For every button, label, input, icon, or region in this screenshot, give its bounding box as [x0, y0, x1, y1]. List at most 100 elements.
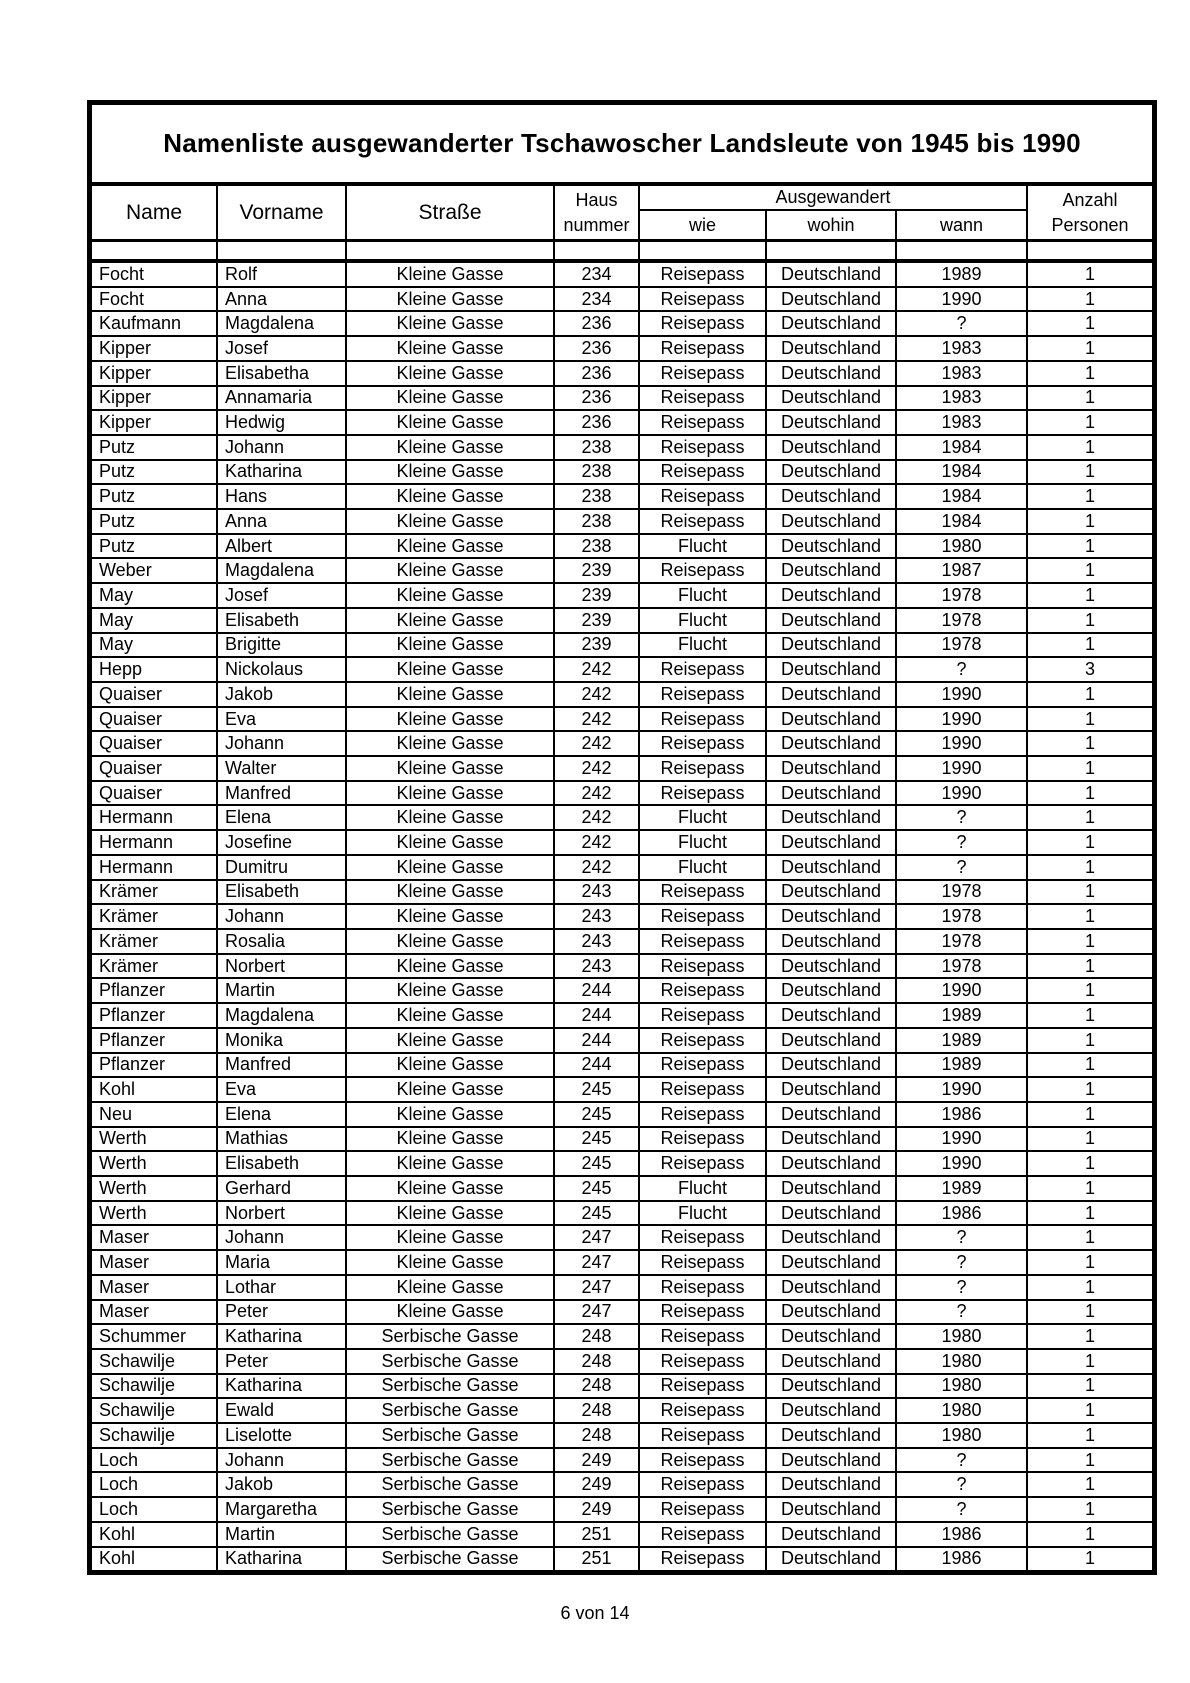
cell-anzahl_personen: 1 [1084, 1474, 1095, 1495]
cell-anzahl_personen: 1 [1084, 1251, 1095, 1272]
cell-wann: 1983 [897, 411, 1028, 434]
cell-wie: Reisepass [640, 905, 767, 928]
cell-strasse: Serbische Gasse [347, 1424, 555, 1447]
table-row: Focht Anna Kleine Gasse 234 Reisepass Deutsch… [92, 287, 1152, 313]
cell-wann: 1978 [897, 633, 1028, 657]
cell-wann: 1978 [897, 905, 1028, 928]
cell-vorname: Magdalena [218, 312, 347, 336]
cell-anzahl_personen: 1 [1084, 1029, 1095, 1050]
cell-wohin: Deutschland [767, 781, 897, 805]
table-row: Kohl Martin Serbische Gasse 251 Reisepass Deu… [92, 1522, 1152, 1548]
cell-hausnummer: 249 [555, 1448, 640, 1472]
name-list-table: Namenliste ausgewanderter Tschawoscher L… [87, 100, 1157, 1575]
cell-strasse: Kleine Gasse [347, 658, 555, 681]
spacer-cell [1028, 242, 1152, 259]
cell-strasse: Kleine Gasse [347, 1152, 555, 1176]
cell-wann: 1989 [897, 1028, 1028, 1052]
cell-name: May [92, 633, 218, 657]
cell-wohin: Deutschland [767, 954, 897, 978]
cell-wohin: Deutschland [767, 411, 897, 434]
cell-wie: Reisepass [640, 1053, 767, 1077]
cell-wohin: Deutschland [767, 1004, 897, 1027]
cell-anzahl_personen: 1 [1084, 856, 1095, 877]
cell-strasse: Kleine Gasse [347, 979, 555, 1003]
cell-name: Pflanzer [92, 1028, 218, 1052]
table-row: Kaufmann Magdalena Kleine Gasse 236 Reisepas… [92, 312, 1152, 338]
cell-vorname: Katharina [218, 460, 347, 484]
cell-wie: Reisepass [640, 1325, 767, 1348]
cell-hausnummer: 234 [555, 287, 640, 311]
cell-name: Werth [92, 1177, 218, 1200]
cell-hausnummer: 238 [555, 534, 640, 558]
table-row: Kipper Annamaria Kleine Gasse 236 Reisepass D… [92, 386, 1152, 412]
cell-strasse: Kleine Gasse [347, 757, 555, 780]
cell-strasse: Kleine Gasse [347, 1004, 555, 1027]
cell-wie: Reisepass [640, 411, 767, 434]
cell-vorname: Johann [218, 732, 347, 756]
cell-hausnummer: 242 [555, 855, 640, 879]
cell-anzahl_personen: 1 [1084, 1548, 1095, 1569]
cell-name: Loch [92, 1498, 218, 1521]
cell-wann: 1990 [897, 732, 1028, 756]
cell-hausnummer: 251 [555, 1522, 640, 1546]
cell-vorname: Nickolaus [218, 658, 347, 681]
cell-wann: 1980 [897, 1374, 1028, 1398]
cell-hausnummer: 248 [555, 1424, 640, 1447]
cell-anzahl_personen: 1 [1084, 1523, 1095, 1544]
table-row: Hermann Elena Kleine Gasse 242 Flucht Deutsch… [92, 806, 1152, 832]
cell-wohin: Deutschland [767, 584, 897, 607]
cell-vorname: Martin [218, 1522, 347, 1546]
cell-anzahl_personen: 1 [1084, 782, 1095, 803]
cell-strasse: Kleine Gasse [347, 534, 555, 558]
table-row: Schawilje Katharina Serbische Gasse 248 Reis… [92, 1374, 1152, 1400]
cell-wann: ? [897, 1226, 1028, 1250]
spacer-cell [767, 242, 897, 259]
cell-anzahl_personen: 1 [1084, 1079, 1095, 1100]
cell-vorname: Katharina [218, 1374, 347, 1398]
cell-wohin: Deutschland [767, 831, 897, 854]
header-vorname: Vorname [218, 186, 347, 239]
cell-strasse: Kleine Gasse [347, 1028, 555, 1052]
cell-name: Krämer [92, 905, 218, 928]
cell-wann: ? [897, 855, 1028, 879]
cell-wie: Flucht [640, 831, 767, 854]
cell-vorname: Albert [218, 534, 347, 558]
cell-wann: 1990 [897, 1127, 1028, 1151]
table-row: Maser Johann Kleine Gasse 247 Reisepass Deuts… [92, 1226, 1152, 1252]
cell-vorname: Manfred [218, 1053, 347, 1077]
cell-wann: ? [897, 1473, 1028, 1497]
spacer-cell [92, 242, 218, 259]
cell-name: Schummer [92, 1325, 218, 1348]
cell-wie: Reisepass [640, 1473, 767, 1497]
cell-vorname: Norbert [218, 954, 347, 978]
table-row: Quaiser Johann Kleine Gasse 242 Reisepass Deu… [92, 732, 1152, 758]
cell-wann: 1989 [897, 1004, 1028, 1027]
cell-anzahl_personen: 1 [1084, 313, 1095, 334]
cell-name: May [92, 584, 218, 607]
cell-strasse: Serbische Gasse [347, 1473, 555, 1497]
cell-hausnummer: 248 [555, 1399, 640, 1423]
cell-name: Quaiser [92, 682, 218, 706]
cell-hausnummer: 245 [555, 1078, 640, 1101]
cell-hausnummer: 239 [555, 559, 640, 583]
cell-strasse: Kleine Gasse [347, 954, 555, 978]
cell-wann: 1980 [897, 1399, 1028, 1423]
cell-wie: Reisepass [640, 781, 767, 805]
cell-vorname: Johann [218, 905, 347, 928]
cell-wann: 1984 [897, 460, 1028, 484]
cell-hausnummer: 239 [555, 633, 640, 657]
cell-wie: Flucht [640, 608, 767, 632]
cell-name: Schawilje [92, 1374, 218, 1398]
table-row: Krämer Rosalia Kleine Gasse 243 Reisepass Deu… [92, 929, 1152, 955]
cell-strasse: Kleine Gasse [347, 608, 555, 632]
table-row: Werth Norbert Kleine Gasse 245 Flucht Deutsch… [92, 1201, 1152, 1227]
cell-hausnummer: 245 [555, 1177, 640, 1200]
cell-wie: Flucht [640, 534, 767, 558]
cell-hausnummer: 242 [555, 732, 640, 756]
cell-strasse: Kleine Gasse [347, 855, 555, 879]
cell-wohin: Deutschland [767, 485, 897, 509]
spacer-cell [640, 242, 767, 259]
cell-anzahl_personen: 1 [1084, 1326, 1095, 1347]
cell-name: Maser [92, 1226, 218, 1250]
cell-wohin: Deutschland [767, 1053, 897, 1077]
